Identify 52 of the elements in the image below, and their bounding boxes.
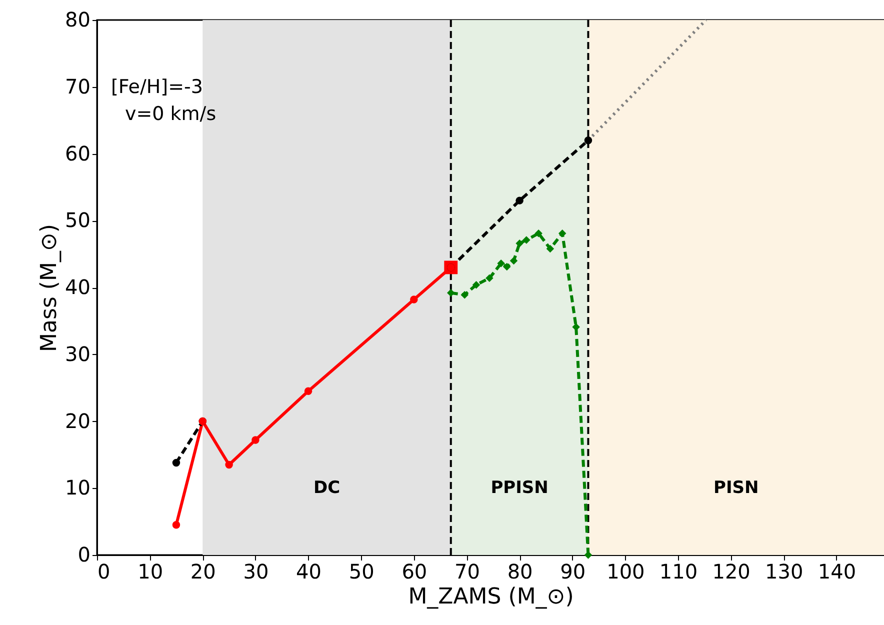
annotation: v=0 km/s <box>125 103 216 125</box>
y-tick-label: 50 <box>65 208 90 232</box>
point <box>534 229 542 238</box>
x-tick-label: 80 <box>507 560 533 584</box>
point <box>172 521 180 529</box>
x-tick-label: 130 <box>765 560 804 584</box>
x-tick-label: 40 <box>296 560 322 584</box>
x-tick-label: 70 <box>454 560 480 584</box>
x-tick-label: 30 <box>243 560 269 584</box>
annotation: [Fe/H]=-3 <box>111 76 203 98</box>
y-tick-label: 80 <box>65 8 90 32</box>
point <box>460 290 468 299</box>
y-tick-label: 40 <box>65 275 90 299</box>
x-tick-label: 120 <box>712 560 750 584</box>
y-tick-label: 0 <box>78 542 90 566</box>
point <box>304 387 312 396</box>
point <box>472 280 480 289</box>
x-tick-label: 20 <box>190 560 216 584</box>
point <box>510 256 518 265</box>
point <box>572 323 580 331</box>
point <box>516 239 524 248</box>
x-tick-label: 100 <box>606 560 645 584</box>
point <box>497 260 505 268</box>
x-tick-label: 50 <box>348 560 374 584</box>
y-tick-label: 60 <box>65 141 90 166</box>
x-tick-label: 140 <box>818 560 856 584</box>
x-tick-label: 10 <box>138 560 164 584</box>
band-label: PISN <box>713 478 759 498</box>
x-tick-label: 0 <box>98 560 110 584</box>
band-label: PPISN <box>490 478 548 498</box>
point <box>225 460 233 469</box>
point <box>584 136 592 144</box>
y-axis-title: Mass (M_⊙) <box>37 224 62 352</box>
band-label: DC <box>313 478 340 498</box>
x-tick-label: 60 <box>402 560 428 584</box>
y-tick-label: 10 <box>65 476 90 500</box>
point <box>546 244 554 253</box>
x-tick-label: 110 <box>659 560 698 584</box>
y-tick-label: 20 <box>65 408 90 433</box>
point <box>252 436 260 444</box>
point <box>558 229 566 238</box>
point <box>410 296 418 304</box>
point <box>522 236 530 244</box>
point <box>447 288 455 297</box>
x-tick-label: 90 <box>560 560 586 584</box>
y-tick-label: 30 <box>65 342 90 366</box>
point <box>503 262 511 271</box>
point <box>172 458 180 467</box>
x-axis-title: M_ZAMS (M_⊙) <box>408 584 574 610</box>
point <box>516 196 524 204</box>
y-tick-label: 70 <box>65 74 90 98</box>
point <box>486 274 494 282</box>
